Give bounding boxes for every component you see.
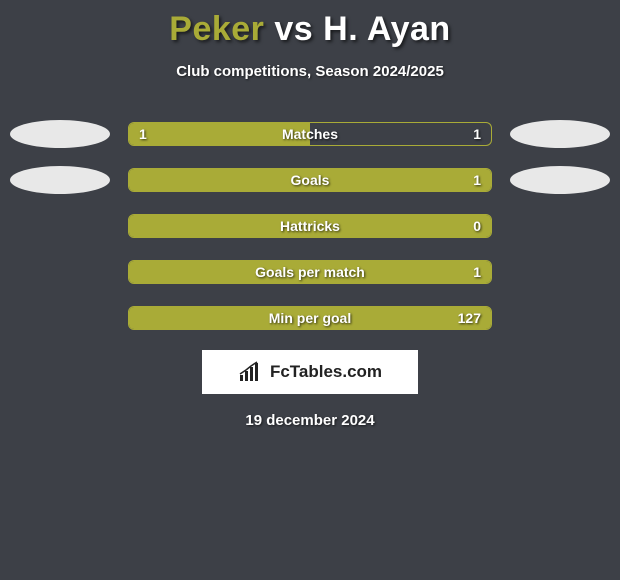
stat-value-right: 1: [473, 264, 481, 280]
stats-rows: 1 Matches 1 Goals 1 Hattricks 0 Goals per match…: [0, 120, 620, 332]
player1-name: Peker: [169, 10, 264, 48]
stat-bar: Goals per match 1: [128, 260, 492, 284]
subtitle: Club competitions, Season 2024/2025: [0, 63, 620, 80]
stat-value-left: 1: [139, 126, 147, 142]
player2-oval: [510, 166, 610, 194]
stat-label: Goals: [291, 172, 330, 188]
stat-label: Hattricks: [280, 218, 340, 234]
stat-row: Min per goal 127: [10, 304, 610, 332]
stat-bar: Min per goal 127: [128, 306, 492, 330]
stat-row: Goals per match 1: [10, 258, 610, 286]
stat-value-right: 1: [473, 172, 481, 188]
player2-oval: [510, 120, 610, 148]
infographic-container: Peker vs H. Ayan Club competitions, Seas…: [0, 0, 620, 429]
stat-bar: 1 Matches 1: [128, 122, 492, 146]
stat-row: Goals 1: [10, 166, 610, 194]
brand-box[interactable]: FcTables.com: [202, 350, 418, 394]
date-text: 19 december 2024: [0, 412, 620, 429]
stat-bar: Goals 1: [128, 168, 492, 192]
player1-oval: [10, 166, 110, 194]
stat-label: Matches: [282, 126, 338, 142]
player2-name: H. Ayan: [323, 10, 451, 48]
comparison-title: Peker vs H. Ayan: [0, 10, 620, 49]
bar-chart-icon: [238, 361, 264, 383]
player1-oval: [10, 120, 110, 148]
stat-bar: Hattricks 0: [128, 214, 492, 238]
stat-value-right: 1: [473, 126, 481, 142]
stat-value-right: 127: [458, 310, 481, 326]
stat-value-right: 0: [473, 218, 481, 234]
stat-row: 1 Matches 1: [10, 120, 610, 148]
stat-label: Goals per match: [255, 264, 365, 280]
brand-text: FcTables.com: [270, 362, 382, 382]
stat-label: Min per goal: [269, 310, 351, 326]
stat-row: Hattricks 0: [10, 212, 610, 240]
vs-text: vs: [274, 10, 313, 48]
